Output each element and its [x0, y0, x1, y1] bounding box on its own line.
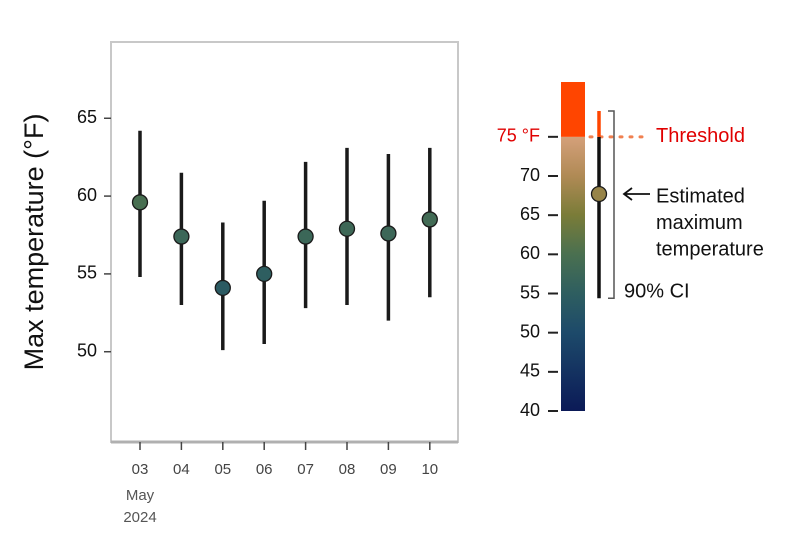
estimate-arrow	[622, 187, 650, 201]
y-tick-label: 65	[77, 107, 97, 127]
y-tick-label: 55	[77, 263, 97, 283]
estimate-label: Estimated	[656, 185, 745, 207]
x-tick-label: 10	[421, 461, 438, 478]
colorbar-tick-label: 70	[520, 165, 540, 185]
colorbar-tick-label: 55	[520, 282, 540, 302]
y-axis-label: Max temperature (°F)	[19, 114, 49, 371]
point	[256, 265, 273, 283]
colorbar	[561, 136, 585, 412]
colorbar-over	[561, 82, 585, 137]
point	[380, 225, 397, 242]
colorbar-tick-label: 40	[520, 400, 540, 420]
estimate-label: temperature	[656, 238, 764, 260]
x-tick-label: 09	[380, 461, 397, 478]
year-label: 2024	[123, 509, 156, 526]
point	[297, 228, 314, 245]
x-tick-label: 04	[173, 461, 190, 478]
example-point	[590, 185, 608, 203]
plot-frame	[110, 41, 459, 443]
threshold-label: Threshold	[656, 125, 745, 147]
x-tick-label: 06	[256, 461, 273, 478]
x-tick-label: 08	[339, 461, 356, 478]
colorbar-tick-label: 60	[520, 243, 540, 263]
point	[131, 194, 149, 211]
ci-bracket	[608, 110, 615, 299]
x-tick-label: 07	[297, 461, 314, 478]
point	[421, 211, 438, 228]
point	[214, 279, 231, 297]
colorbar-tick-label: 65	[520, 204, 540, 224]
colorbar-tick-label: 75 °F	[497, 126, 540, 146]
month-label: May	[126, 487, 155, 504]
ci-label: 90% CI	[624, 280, 690, 302]
point	[173, 228, 190, 245]
colorbar-tick-label: 45	[520, 361, 540, 381]
y-tick-label: 50	[77, 340, 97, 360]
estimate-label: maximum	[656, 212, 743, 234]
x-tick-label: 05	[214, 461, 231, 478]
colorbar-tick-label: 50	[520, 321, 540, 341]
point	[338, 220, 356, 237]
x-tick-label: 03	[132, 461, 149, 478]
y-tick-label: 60	[77, 185, 97, 205]
